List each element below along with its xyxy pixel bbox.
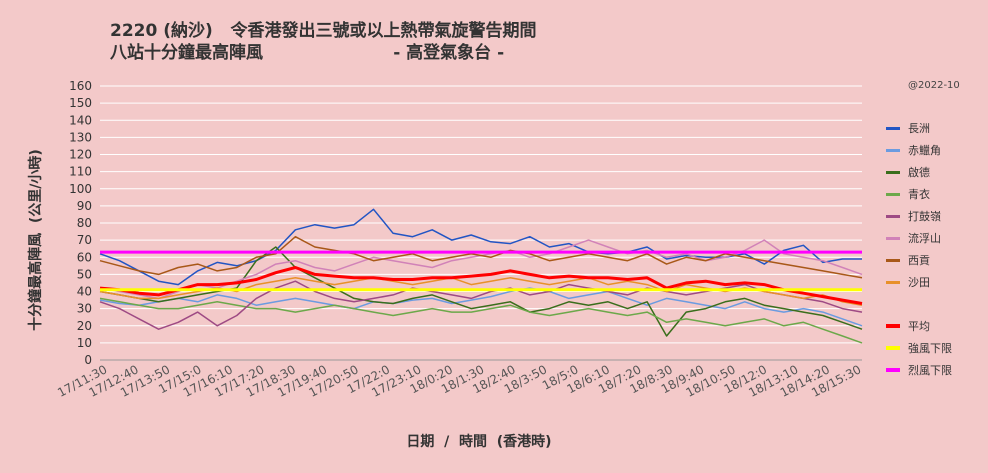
y-tick-label: 150 — [69, 96, 92, 110]
y-tick-label: 0 — [84, 353, 92, 367]
y-tick-label: 130 — [69, 130, 92, 144]
chart-title: 2220 (納沙) 令香港發出三號或以上熱帶氣旋警告期間 八站十分鐘最高陣風 -… — [110, 21, 537, 63]
y-tick-label: 60 — [77, 250, 92, 264]
legend-label: 青衣 — [908, 188, 930, 201]
chart-credit: @2022-10 — [908, 80, 960, 91]
y-tick-label: 50 — [77, 267, 92, 281]
legend-item: 赤鱲角 — [886, 142, 941, 158]
legend-label: 打鼓嶺 — [908, 210, 941, 223]
legend-swatch — [886, 346, 900, 350]
y-tick-label: 20 — [77, 319, 92, 333]
legend-label: 赤鱲角 — [908, 144, 941, 157]
legend-swatch — [886, 236, 900, 240]
legend-item: 啟德 — [886, 164, 930, 180]
legend-swatch — [886, 170, 900, 174]
series-line — [99, 235, 863, 279]
y-tick-label: 80 — [77, 216, 92, 230]
legend-label: 長洲 — [908, 122, 930, 135]
y-tick-label: 30 — [77, 302, 92, 316]
legend-swatch — [886, 258, 900, 262]
x-axis-label-text: 日期 / 時間 (香港時) — [406, 434, 552, 450]
legend-item: 流浮山 — [886, 230, 941, 246]
legend-label: 強風下限 — [908, 342, 952, 355]
legend-item: 西貢 — [886, 252, 930, 268]
y-tick-label: 140 — [69, 113, 92, 127]
legend-item: 強風下限 — [886, 340, 952, 356]
series-line — [99, 266, 863, 305]
x-axis-label: 日期 / 時間 (香港時) — [0, 431, 988, 451]
y-tick-label: 40 — [77, 285, 92, 299]
series-line — [99, 208, 862, 286]
legend-swatch — [886, 192, 900, 196]
y-tick-label: 110 — [69, 165, 92, 179]
y-tick-label: 90 — [77, 199, 92, 213]
legend-label: 流浮山 — [908, 232, 941, 245]
y-tick-label: 10 — [77, 336, 92, 350]
series-line — [99, 280, 863, 330]
legend-label: 烈風下限 — [908, 364, 952, 377]
legend-swatch — [886, 148, 900, 152]
y-tick-label: 70 — [77, 233, 92, 247]
legend-swatch — [886, 324, 900, 328]
legend-label: 啟德 — [908, 166, 930, 179]
legend-label: 西貢 — [908, 254, 930, 267]
legend-swatch — [886, 214, 900, 218]
legend-swatch — [886, 280, 900, 284]
legend-swatch — [886, 126, 900, 130]
legend-swatch — [886, 368, 900, 372]
y-tick-label: 160 — [69, 79, 92, 93]
legend-item: 沙田 — [886, 274, 930, 290]
legend-item: 長洲 — [886, 120, 930, 136]
y-tick-label: 100 — [69, 182, 92, 196]
legend-item: 烈風下限 — [886, 362, 952, 378]
legend-item: 青衣 — [886, 186, 930, 202]
series-line — [99, 297, 863, 344]
legend-label: 沙田 — [908, 276, 930, 289]
legend-item: 打鼓嶺 — [886, 208, 941, 224]
legend-label: 平均 — [908, 320, 930, 333]
legend-item: 平均 — [886, 318, 930, 334]
y-tick-label: 120 — [69, 148, 92, 162]
series-line — [99, 287, 863, 327]
